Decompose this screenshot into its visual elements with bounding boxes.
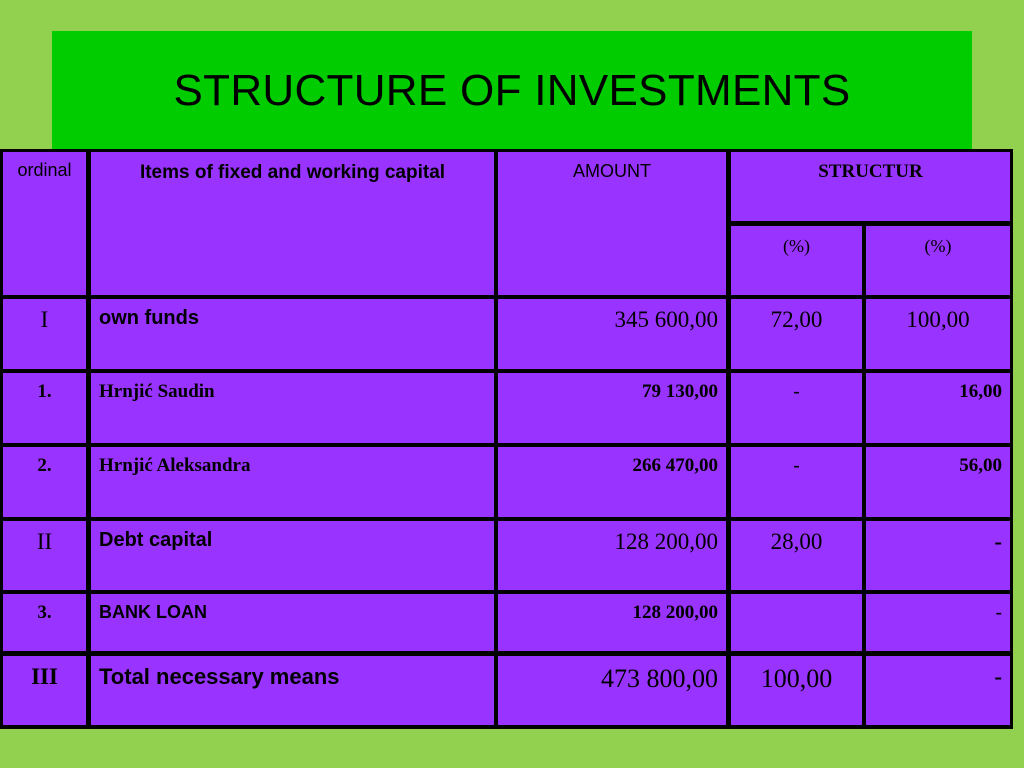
row-ordinal: III: [3, 656, 86, 725]
row-percent-1: 28,00: [731, 521, 862, 590]
row-percent-1: [731, 594, 862, 651]
header-percent-2: (%): [866, 226, 1010, 295]
row-amount: 345 600,00: [498, 299, 726, 369]
row-amount: 266 470,00: [498, 447, 726, 517]
row-amount: 128 200,00: [498, 521, 726, 590]
header-percent-1: (%): [731, 226, 862, 295]
row-percent-2: 100,00: [866, 299, 1010, 369]
row-percent-1: -: [731, 373, 862, 443]
row-percent-1: 72,00: [731, 299, 862, 369]
slide-title: STRUCTURE OF INVESTMENTS: [173, 66, 851, 115]
row-ordinal: II: [3, 521, 86, 590]
row-ordinal: 2.: [3, 447, 86, 517]
row-percent-1: -: [731, 447, 862, 517]
header-items: Items of fixed and working capital: [91, 152, 494, 295]
row-amount: 79 130,00: [498, 373, 726, 443]
row-ordinal: 3.: [3, 594, 86, 651]
row-ordinal: 1.: [3, 373, 86, 443]
title-banner: [52, 31, 972, 151]
header-structure: STRUCTUR: [731, 152, 1010, 221]
row-percent-2: -: [866, 521, 1010, 590]
row-ordinal: I: [3, 299, 86, 369]
row-item: BANK LOAN: [91, 594, 494, 651]
row-item: Hrnjić Saudin: [91, 373, 494, 443]
header-amount: AMOUNT: [498, 152, 726, 295]
row-item: Debt capital: [91, 521, 494, 590]
row-amount: 473 800,00: [498, 656, 726, 725]
row-item: own funds: [91, 299, 494, 369]
row-amount: 128 200,00: [498, 594, 726, 651]
row-percent-2: -: [866, 594, 1010, 651]
row-percent-1: 100,00: [731, 656, 862, 725]
row-item: Hrnjić Aleksandra: [91, 447, 494, 517]
row-item: Total necessary means: [91, 656, 494, 725]
row-percent-2: 56,00: [866, 447, 1010, 517]
row-percent-2: 16,00: [866, 373, 1010, 443]
row-percent-2: -: [866, 656, 1010, 725]
investment-table: ordinal Items of fixed and working capit…: [0, 149, 1013, 729]
header-ordinal: ordinal: [3, 152, 86, 295]
